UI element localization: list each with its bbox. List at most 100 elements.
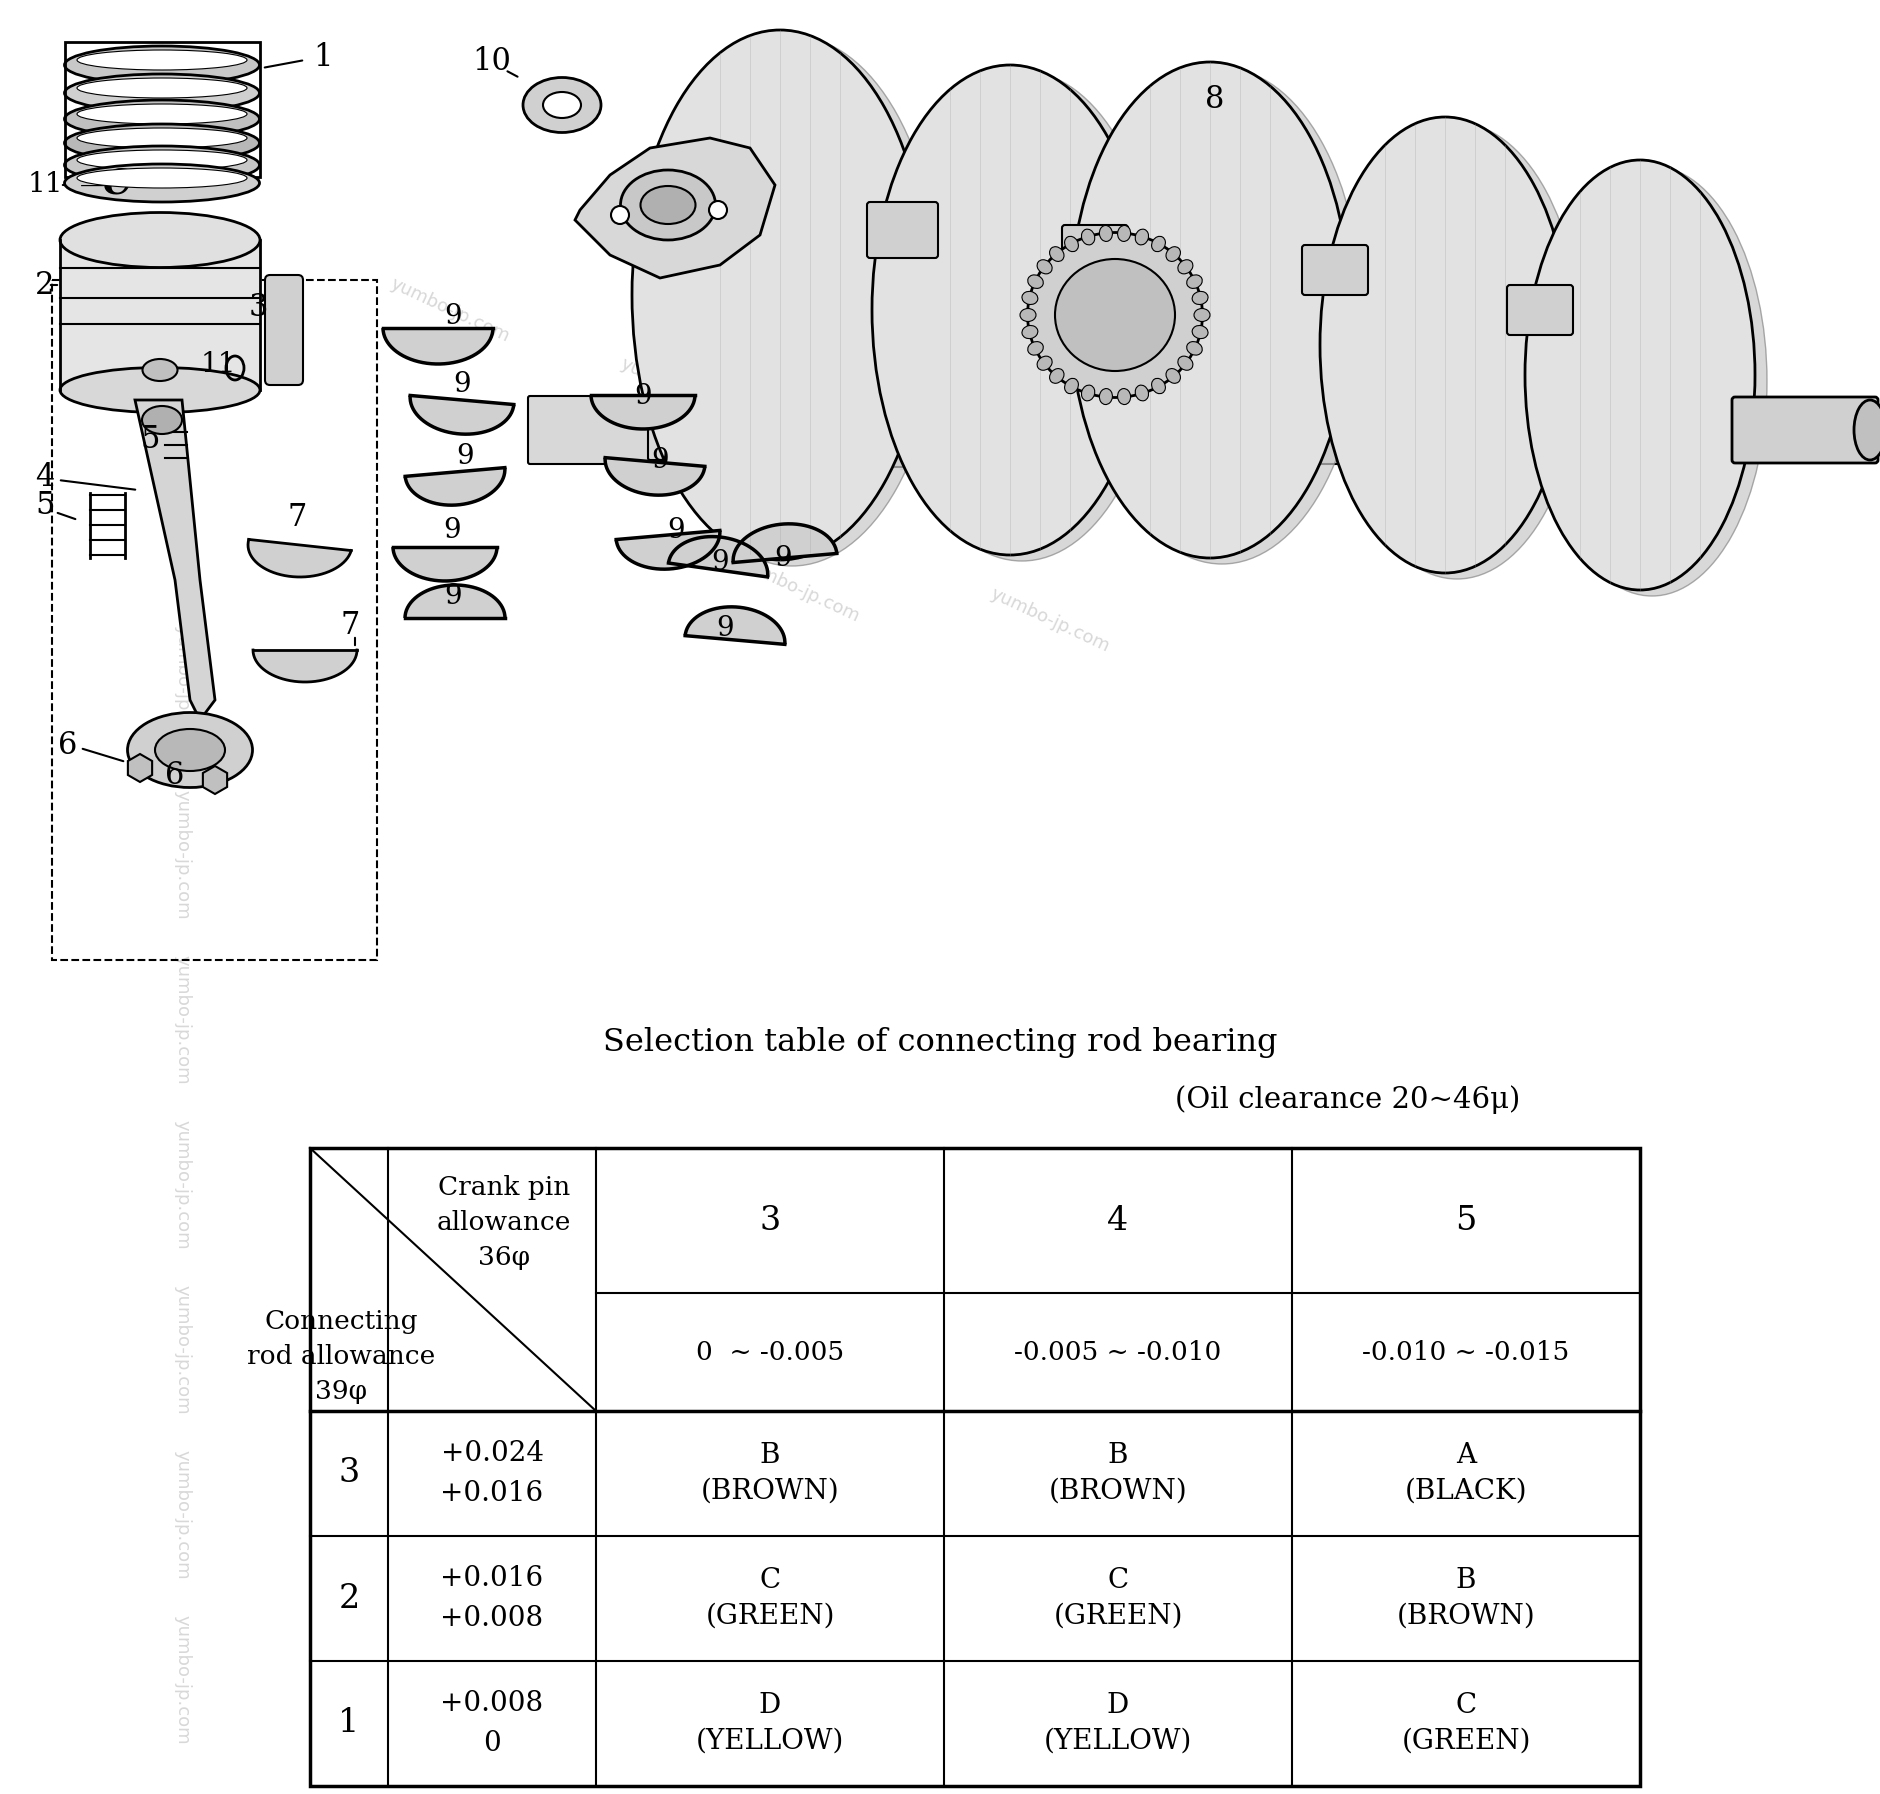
Ellipse shape	[1166, 368, 1181, 384]
Text: yumbo-jp.com: yumbo-jp.com	[175, 1615, 192, 1746]
Ellipse shape	[884, 72, 1160, 562]
Text: C
(GREEN): C (GREEN)	[1053, 1568, 1183, 1629]
Ellipse shape	[143, 359, 177, 380]
Polygon shape	[410, 395, 513, 434]
Text: -0.005 ~ -0.010: -0.005 ~ -0.010	[1015, 1340, 1222, 1365]
Text: 6: 6	[58, 730, 77, 761]
Text: 9: 9	[650, 447, 669, 474]
Ellipse shape	[1038, 260, 1053, 274]
Ellipse shape	[77, 104, 246, 124]
Ellipse shape	[1081, 230, 1094, 246]
Text: yumbo-jp.com: yumbo-jp.com	[737, 554, 863, 626]
Ellipse shape	[1525, 160, 1756, 590]
Text: 9: 9	[444, 517, 461, 545]
Text: yumbo-jp.com: yumbo-jp.com	[175, 1285, 192, 1415]
Ellipse shape	[64, 163, 259, 203]
Text: yumbo-jp.com: yumbo-jp.com	[987, 585, 1113, 655]
FancyBboxPatch shape	[1827, 411, 1880, 450]
FancyBboxPatch shape	[649, 400, 752, 459]
Text: +0.024
+0.016: +0.024 +0.016	[440, 1441, 543, 1507]
Ellipse shape	[77, 169, 246, 188]
Text: C
(GREEN): C (GREEN)	[1401, 1692, 1530, 1755]
Ellipse shape	[1117, 389, 1130, 404]
Ellipse shape	[1538, 167, 1767, 596]
Text: 2: 2	[36, 269, 55, 301]
Text: 9: 9	[775, 545, 791, 572]
Text: 2: 2	[338, 1582, 359, 1615]
Text: Connecting
rod allowance
39φ: Connecting rod allowance 39φ	[246, 1310, 434, 1405]
Text: 7: 7	[288, 502, 306, 533]
Ellipse shape	[1166, 248, 1181, 262]
Ellipse shape	[632, 30, 929, 560]
Ellipse shape	[60, 212, 259, 267]
Ellipse shape	[1179, 260, 1194, 274]
Bar	[53, 280, 378, 960]
Bar	[66, 41, 259, 178]
Text: yumbo-jp.com: yumbo-jp.com	[175, 789, 192, 920]
Ellipse shape	[64, 47, 259, 84]
Text: yumbo-jp.com: yumbo-jp.com	[688, 1584, 812, 1656]
Text: 9: 9	[457, 443, 474, 470]
Polygon shape	[575, 138, 775, 278]
Text: 7: 7	[340, 610, 359, 640]
Ellipse shape	[77, 127, 246, 147]
Polygon shape	[393, 547, 496, 581]
Text: yumbo-jp.com: yumbo-jp.com	[538, 1315, 662, 1385]
Polygon shape	[135, 400, 214, 719]
FancyBboxPatch shape	[1703, 405, 1831, 454]
Text: Selection table of connecting rod bearing: Selection table of connecting rod bearin…	[603, 1026, 1277, 1057]
FancyBboxPatch shape	[1448, 404, 1532, 457]
Ellipse shape	[620, 170, 716, 240]
Polygon shape	[669, 536, 767, 578]
Ellipse shape	[1186, 341, 1201, 355]
Ellipse shape	[1192, 325, 1209, 339]
Ellipse shape	[64, 74, 259, 111]
Text: 3: 3	[248, 292, 269, 323]
Text: A
(BLACK): A (BLACK)	[1404, 1442, 1527, 1505]
Text: yumbo-jp.com: yumbo-jp.com	[837, 425, 963, 495]
Text: C
(GREEN): C (GREEN)	[705, 1568, 835, 1629]
Polygon shape	[684, 606, 784, 644]
Ellipse shape	[60, 368, 259, 413]
Text: 1: 1	[338, 1708, 359, 1740]
FancyBboxPatch shape	[1278, 396, 1451, 465]
Ellipse shape	[1023, 325, 1038, 339]
Text: 3: 3	[338, 1457, 359, 1489]
Ellipse shape	[154, 728, 226, 771]
Text: B
(BROWN): B (BROWN)	[1049, 1442, 1188, 1505]
Ellipse shape	[1038, 357, 1053, 370]
Ellipse shape	[1081, 386, 1094, 400]
Polygon shape	[406, 468, 506, 506]
Ellipse shape	[1049, 368, 1064, 384]
Text: 6: 6	[165, 759, 184, 791]
Text: +0.016
+0.008: +0.016 +0.008	[440, 1564, 543, 1633]
Ellipse shape	[77, 50, 246, 70]
Text: D
(YELLOW): D (YELLOW)	[696, 1692, 844, 1755]
Text: 5: 5	[1455, 1204, 1476, 1236]
FancyBboxPatch shape	[1062, 224, 1128, 274]
FancyBboxPatch shape	[929, 404, 1011, 457]
Text: Crank pin
allowance
36φ: Crank pin allowance 36φ	[436, 1175, 572, 1270]
Ellipse shape	[128, 712, 252, 788]
Ellipse shape	[872, 65, 1149, 554]
Ellipse shape	[77, 77, 246, 99]
Text: 9: 9	[444, 303, 462, 330]
FancyBboxPatch shape	[1008, 393, 1201, 466]
FancyBboxPatch shape	[1198, 400, 1282, 459]
Text: yumbo-jp.com: yumbo-jp.com	[175, 624, 192, 755]
Text: B
(BROWN): B (BROWN)	[1397, 1568, 1536, 1629]
FancyBboxPatch shape	[1528, 396, 1707, 465]
Text: 9: 9	[634, 384, 652, 411]
Ellipse shape	[1055, 258, 1175, 371]
Polygon shape	[617, 531, 720, 569]
Ellipse shape	[1192, 291, 1209, 305]
Text: yumbo-jp.com: yumbo-jp.com	[175, 1119, 192, 1250]
Ellipse shape	[1049, 248, 1064, 262]
Polygon shape	[605, 457, 705, 495]
Text: 4: 4	[36, 463, 55, 493]
Bar	[310, 1148, 1639, 1787]
Text: 10: 10	[472, 47, 511, 77]
FancyBboxPatch shape	[667, 163, 748, 226]
Text: 9: 9	[711, 549, 729, 576]
Ellipse shape	[1100, 389, 1113, 404]
